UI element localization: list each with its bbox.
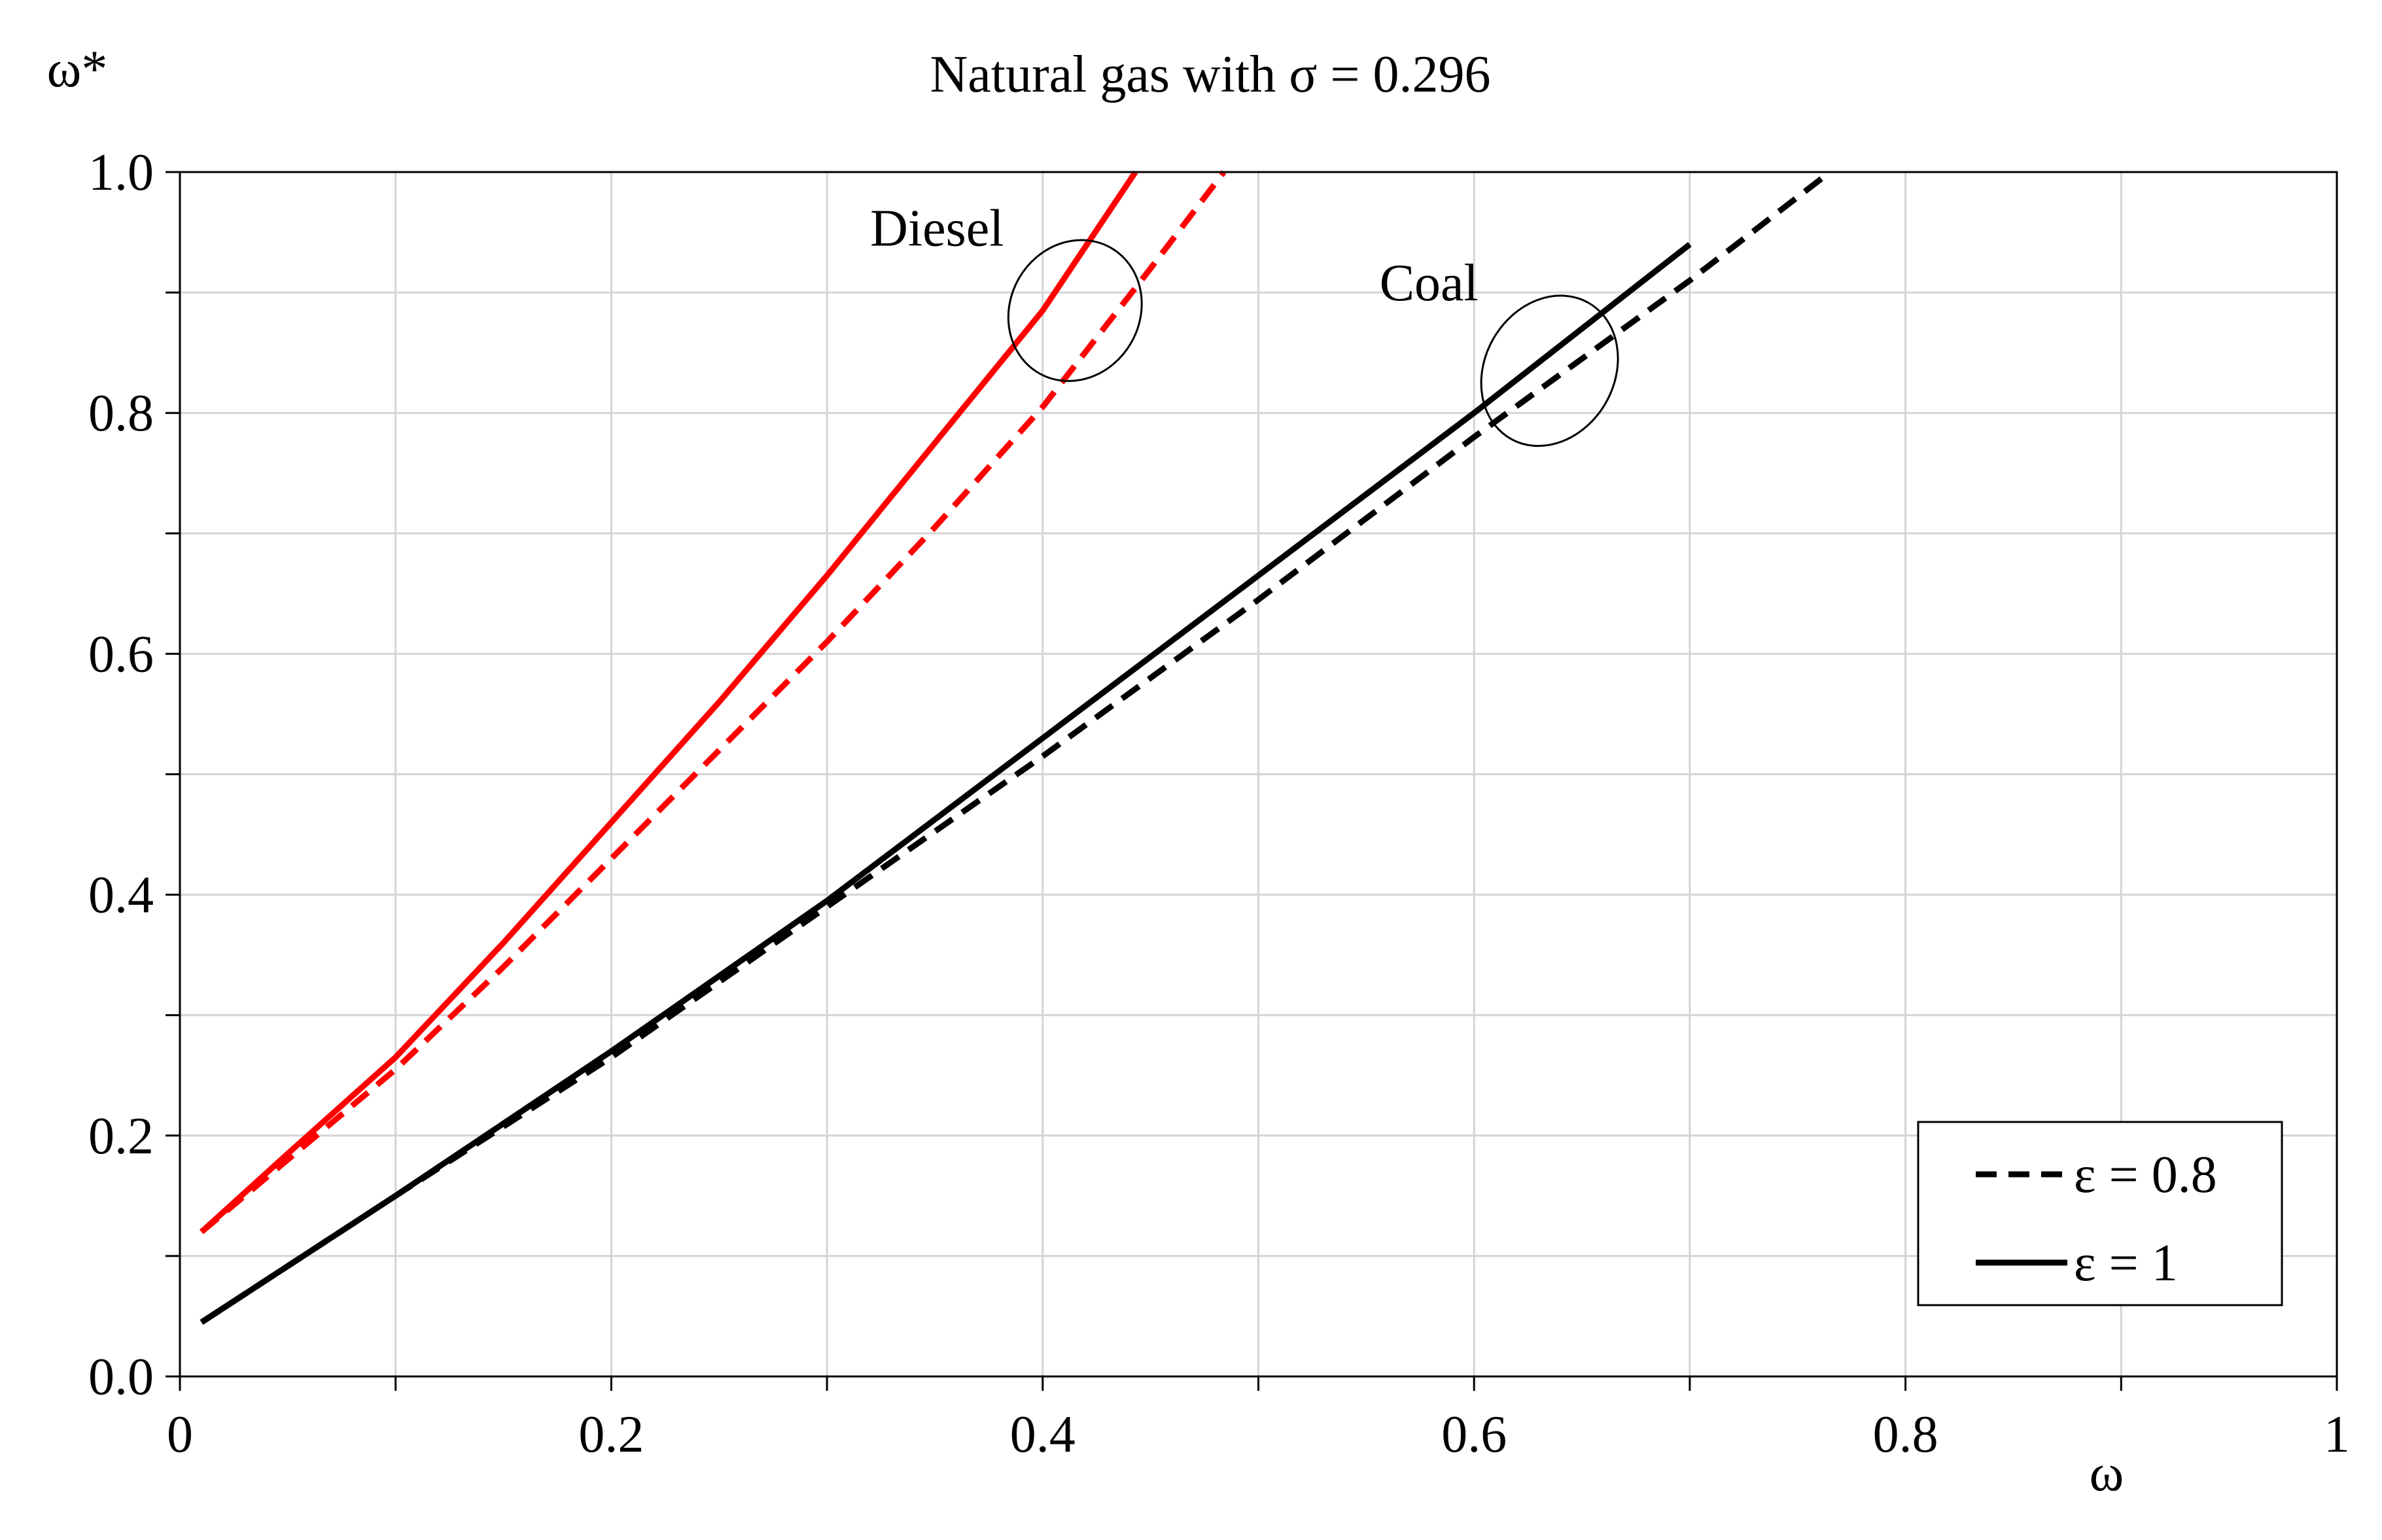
annotation-ellipse-coal <box>1480 294 1619 447</box>
x-tick-label: 0 <box>167 1406 193 1463</box>
legend: ε = 0.8 ε = 1 <box>1917 1121 2283 1306</box>
y-axis-label: ω* <box>47 41 108 98</box>
y-tick-label: 0.4 <box>88 867 154 924</box>
x-axis-label: ω <box>2090 1444 2124 1502</box>
annotation-layer: Diesel Coal <box>870 200 1619 447</box>
legend-label-eps-0-8: ε = 0.8 <box>2074 1146 2217 1204</box>
x-tick-label: 0.6 <box>1441 1406 1507 1463</box>
series-line-coal-0-8 <box>200 169 1832 1325</box>
annotation-label-diesel: Diesel <box>870 200 1004 257</box>
legend-label-eps-1: ε = 1 <box>2074 1234 2178 1292</box>
x-tick-label: 0.4 <box>1010 1406 1076 1463</box>
x-tick-label: 1 <box>2324 1406 2350 1463</box>
x-tick-label: 0.2 <box>578 1406 644 1463</box>
series-line-diesel-1 <box>199 170 1138 1234</box>
ticks-layer: 0 0.2 0.4 0.6 0.8 1 0.0 0.2 0.4 0.6 0.8 1.0 <box>88 144 2350 1463</box>
annotation-ellipse-diesel <box>1007 239 1143 382</box>
series-line-coal-1 <box>200 241 1692 1325</box>
grid-layer <box>180 172 2337 1376</box>
y-tick-label: 0.6 <box>88 625 154 683</box>
y-tick-label: 0.0 <box>88 1348 154 1406</box>
y-tick-label: 1.0 <box>88 144 154 201</box>
legend-box <box>1917 1121 2283 1306</box>
series-line-diesel-0-8 <box>200 170 1227 1234</box>
annotation-label-coal: Coal <box>1380 254 1479 312</box>
series-layer <box>199 169 1832 1325</box>
y-tick-label: 0.2 <box>88 1108 154 1165</box>
y-tick-label: 0.8 <box>88 385 154 442</box>
chart-title: Natural gas with σ = 0.296 <box>930 46 1491 103</box>
x-tick-label: 0.8 <box>1873 1406 1938 1463</box>
